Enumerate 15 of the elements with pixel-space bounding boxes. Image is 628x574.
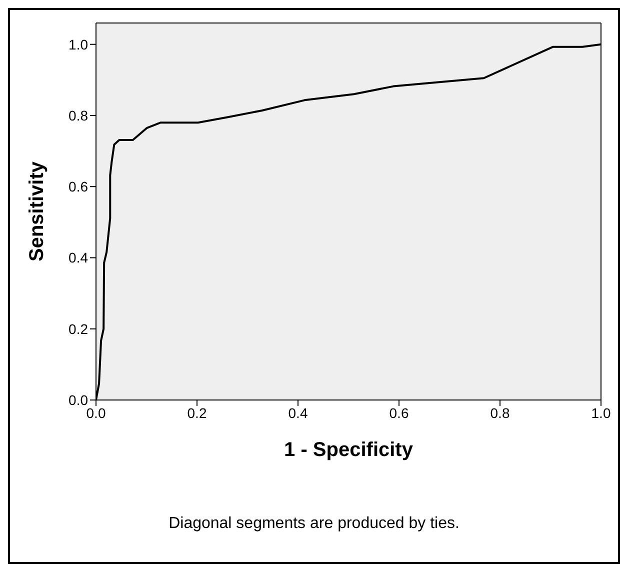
y-tick-label: 0.8	[68, 107, 88, 124]
x-tick-label: 0.4	[288, 404, 308, 421]
x-axis-title: 1 - Specificity	[284, 439, 414, 461]
x-tick-label: 0.6	[389, 404, 409, 421]
y-tick-label: 0.6	[68, 178, 88, 195]
x-tick-label: 0.8	[490, 404, 510, 421]
y-tick-label: 0.4	[68, 250, 88, 266]
y-axis-title: Sensitivity	[26, 160, 48, 262]
y-tick-label: 0.0	[68, 392, 88, 408]
y-tick-label: 1.0	[68, 36, 88, 52]
text: Diagonal segments are produced by ties.	[168, 515, 460, 533]
x-tick-label: 0.2	[187, 404, 207, 421]
y-tick-label: 0.2	[68, 320, 88, 337]
x-tick-label: 1.0	[591, 404, 611, 421]
x-tick-label: 0.0	[86, 404, 106, 421]
